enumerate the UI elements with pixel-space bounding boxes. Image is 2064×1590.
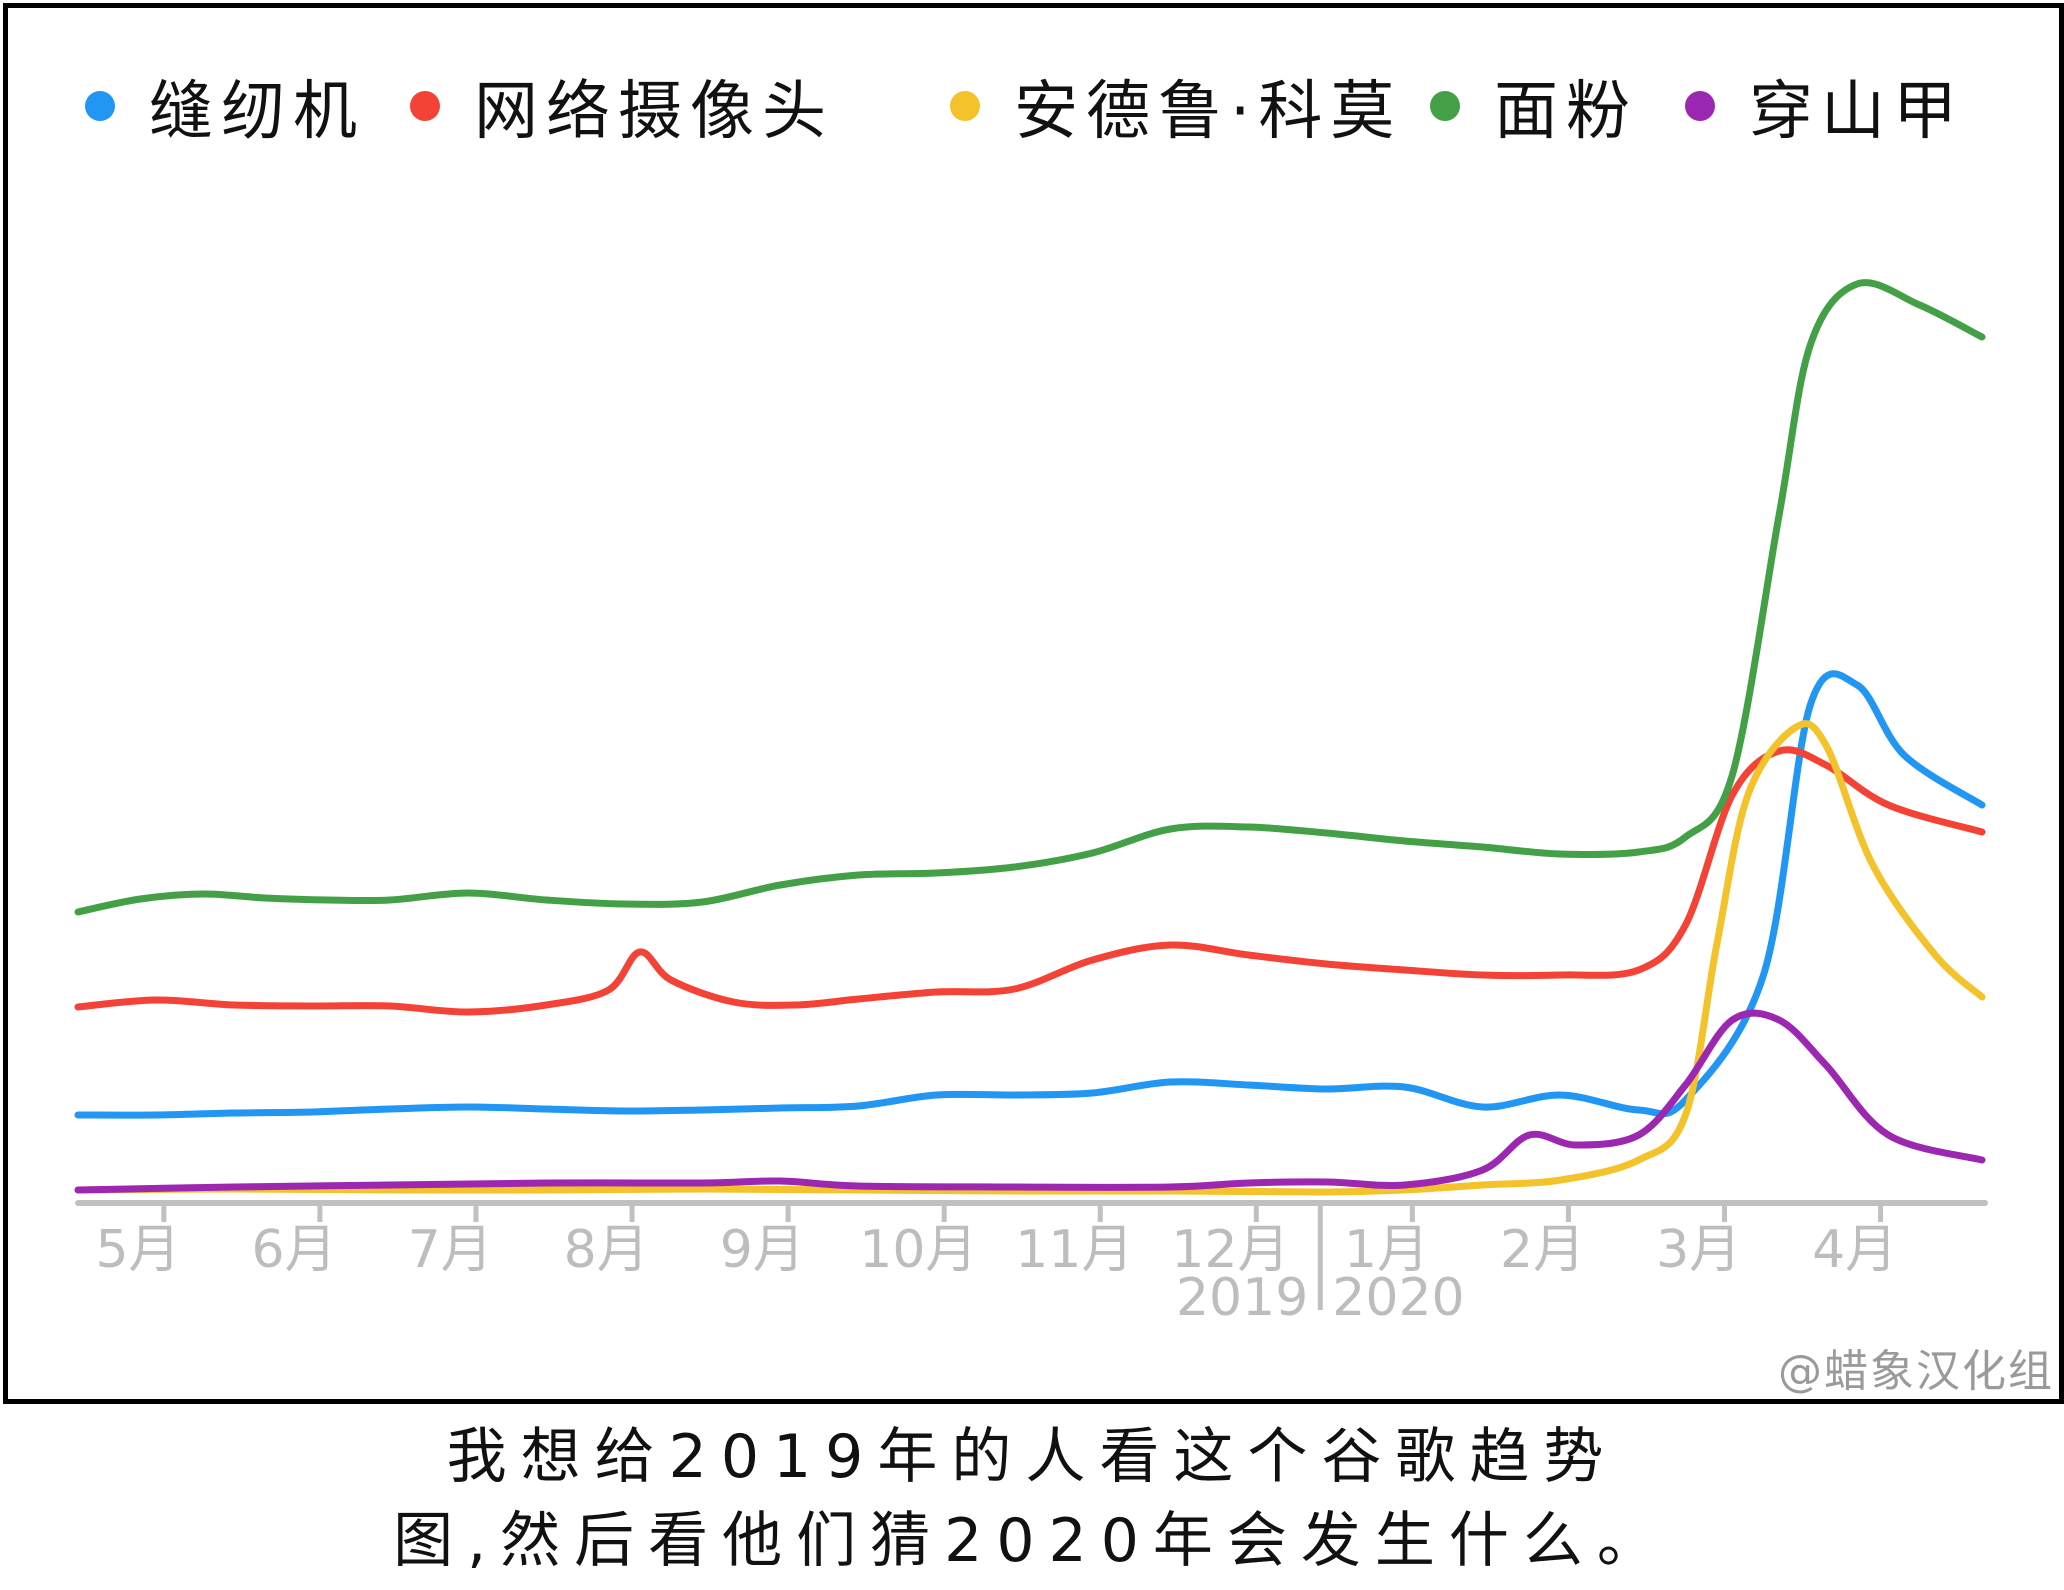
x-tick-label: 9月 [720,1220,805,1280]
legend-label-webcam: 网络摄像头 [474,75,834,149]
x-tick-label: 4月 [1812,1220,1897,1280]
chart-frame [3,3,2064,1404]
x-tick-label: 11月 [1015,1220,1133,1280]
legend-label-cuomo: 安德鲁·科莫 [1014,75,1403,149]
legend-item-pangolin: 穿山甲 [1685,60,1965,152]
year-label-2020: 2020 [1332,1268,1464,1328]
caption: 我想给2019年的人看这个谷歌趋势 图,然后看他们猜2020年会发生什么。 [0,1415,2064,1583]
x-tick-label: 1月 [1344,1220,1429,1280]
x-tick-label: 7月 [408,1220,493,1280]
legend-swatch-cuomo [950,91,980,121]
series-line-flour [74,279,1986,916]
x-tick-label: 6月 [252,1220,337,1280]
legend-item-flour: 面粉 [1430,60,1685,152]
x-tick-label: 8月 [564,1220,649,1280]
x-tick-label: 10月 [859,1220,977,1280]
x-tick-label: 3月 [1656,1220,1741,1280]
legend-item-webcam: 网络摄像头 [410,60,950,152]
series-line-webcam [74,746,1986,1016]
x-tick-label: 2月 [1500,1220,1585,1280]
legend-label-sewing-machine: 缝纫机 [149,75,365,149]
trend-chart: 5月 6月 7月 8月 9月 10月 11月 12月 1月 2月 3月 4月 2019 2020 [74,279,1988,1328]
caption-line-2: 图,然后看他们猜2020年会发生什么。 [393,1506,1671,1576]
legend-swatch-sewing-machine [85,91,115,121]
legend-label-pangolin: 穿山甲 [1749,75,1965,149]
x-tick-label: 12月 [1171,1220,1289,1280]
legend: 缝纫机 网络摄像头 安德鲁·科莫 面粉 穿山甲 [85,60,1965,152]
legend-swatch-pangolin [1685,91,1715,121]
legend-item-cuomo: 安德鲁·科莫 [950,60,1430,152]
legend-item-sewing-machine: 缝纫机 [85,60,410,152]
series-line-sewing-machine [74,670,1986,1119]
year-label-2019: 2019 [1176,1268,1308,1328]
series-line-pangolin [74,1009,1986,1194]
caption-line-1: 我想给2019年的人看这个谷歌趋势 [446,1422,1618,1492]
watermark: @蜡象汉化组 [1778,1346,2054,1397]
legend-swatch-flour [1430,91,1460,121]
legend-swatch-webcam [410,91,440,121]
legend-label-flour: 面粉 [1494,75,1638,149]
series-line-cuomo [74,720,1986,1196]
x-tick-label: 5月 [95,1220,180,1280]
